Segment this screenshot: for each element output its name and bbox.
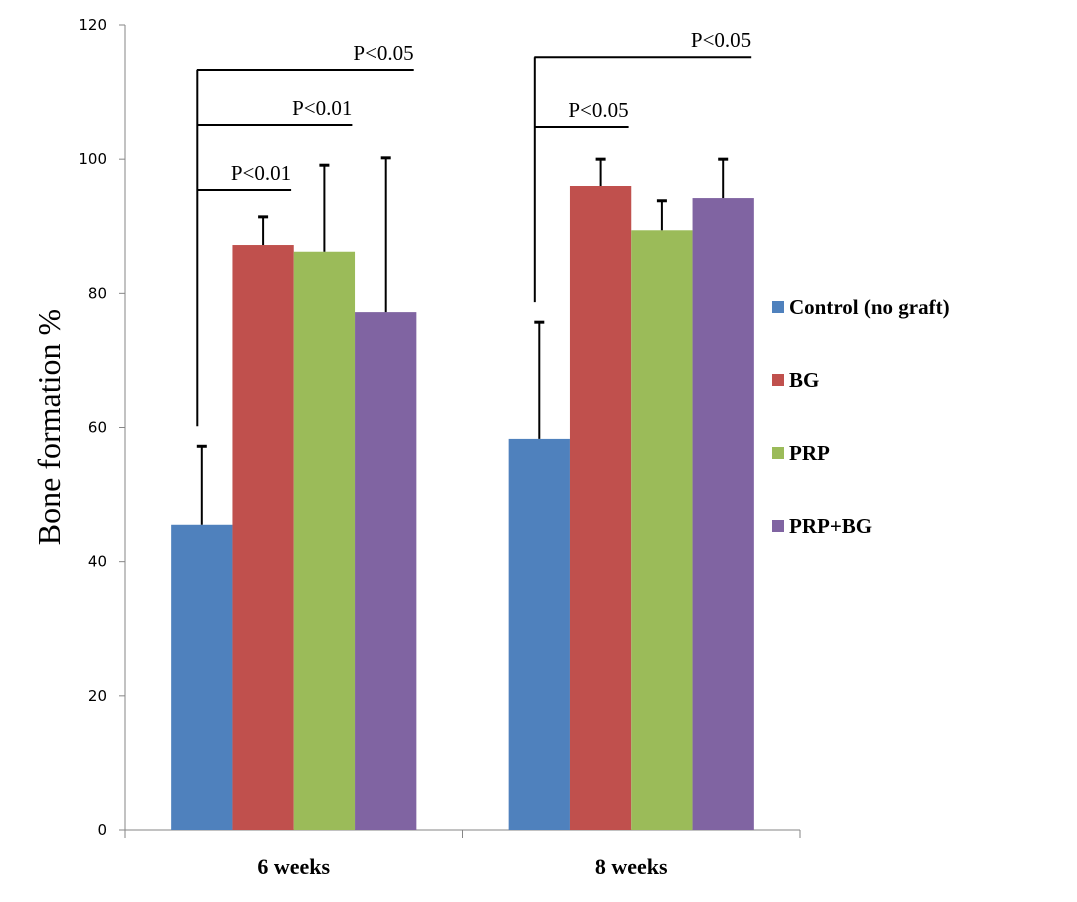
significance-label: P<0.01 — [231, 161, 291, 185]
bar — [508, 438, 570, 830]
y-tick-label: 100 — [78, 150, 107, 168]
legend-label: PRP+BG — [789, 514, 872, 538]
y-tick-label: 60 — [88, 419, 107, 437]
legend-item: PRP+BG — [772, 514, 872, 538]
legend-item: BG — [772, 368, 819, 392]
legend-swatch — [772, 301, 784, 313]
y-tick-label: 20 — [88, 687, 107, 705]
bar — [569, 186, 632, 830]
legend-swatch — [772, 520, 784, 532]
y-tick-label: 120 — [78, 16, 107, 34]
legend-label: PRP — [789, 441, 830, 465]
legend-item: Control (no graft) — [772, 295, 950, 319]
bar — [355, 312, 417, 830]
bar — [232, 245, 294, 831]
significance-label: P<0.05 — [568, 98, 628, 122]
legend-item: PRP — [772, 441, 830, 465]
axes: 0 20 40 60 80 100 120 6 weeks 8 weeks — [78, 16, 801, 879]
bar — [171, 524, 233, 830]
bar — [293, 251, 356, 830]
bar — [631, 230, 693, 830]
significance-label: P<0.05 — [353, 41, 413, 65]
legend-swatch — [772, 447, 784, 459]
y-tick-label: 80 — [88, 284, 107, 302]
y-axis-label: Bone formation % — [31, 309, 67, 545]
x-tick-label: 6 weeks — [257, 854, 330, 879]
significance-label: P<0.01 — [292, 96, 352, 120]
legend-label: Control (no graft) — [789, 295, 950, 319]
bar — [692, 198, 754, 830]
x-tick-label: 8 weeks — [595, 854, 668, 879]
legend-swatch — [772, 374, 784, 386]
legend-label: BG — [789, 368, 819, 392]
significance-annotations: P<0.05 P<0.01 P<0.01 P<0.05 P<0.05 — [196, 28, 752, 427]
significance-label: P<0.05 — [691, 28, 751, 52]
y-tick-label: 40 — [88, 553, 107, 571]
y-tick-label: 0 — [97, 821, 107, 839]
legend: Control (no graft) BG PRP PRP+BG — [772, 295, 950, 538]
bars — [171, 156, 754, 831]
